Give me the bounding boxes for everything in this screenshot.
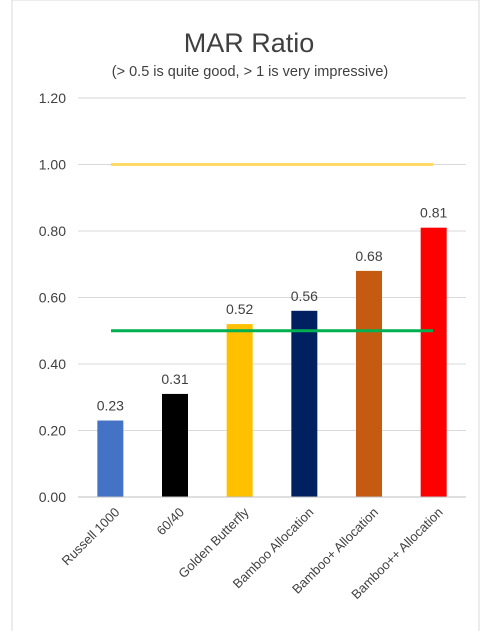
- bar-bamboo-allocation: [356, 270, 382, 497]
- category-label: 60/40: [154, 505, 188, 539]
- data-label: 0.68: [355, 248, 382, 264]
- y-tick-label: 1.20: [39, 90, 66, 106]
- gridlines: [78, 97, 466, 431]
- data-label: 0.31: [161, 371, 188, 387]
- bar-bamboo-allocation: [420, 227, 447, 498]
- bar-golden-butterfly: [226, 324, 253, 497]
- bars: [97, 227, 447, 498]
- chart-subtitle: (> 0.5 is quite good, > 1 is very impres…: [112, 64, 388, 80]
- y-tick-label: 1.00: [39, 157, 66, 173]
- reference-lines: [111, 163, 433, 333]
- bar-bamboo-allocation: [291, 310, 318, 497]
- y-tick-label: 0.00: [39, 489, 66, 505]
- bar-60-40: [162, 393, 188, 497]
- y-tick-label: 0.20: [39, 423, 66, 439]
- data-label: 0.52: [226, 301, 253, 317]
- data-label: 0.81: [420, 205, 447, 221]
- y-axis-ticks: 0.00 0.20 0.40 0.60 0.80 1.00 1.20: [39, 90, 66, 505]
- data-label: 0.23: [97, 398, 124, 414]
- data-labels: 0.23 0.31 0.52 0.56 0.68 0.81: [97, 205, 448, 414]
- bar-russell-1000: [97, 420, 124, 497]
- y-tick-label: 0.40: [39, 356, 66, 372]
- data-label: 0.56: [291, 288, 318, 304]
- chart-title: MAR Ratio: [184, 28, 315, 58]
- y-tick-label: 0.80: [39, 223, 66, 239]
- category-label: Russell 1000: [59, 505, 123, 569]
- y-tick-label: 0.60: [39, 290, 66, 306]
